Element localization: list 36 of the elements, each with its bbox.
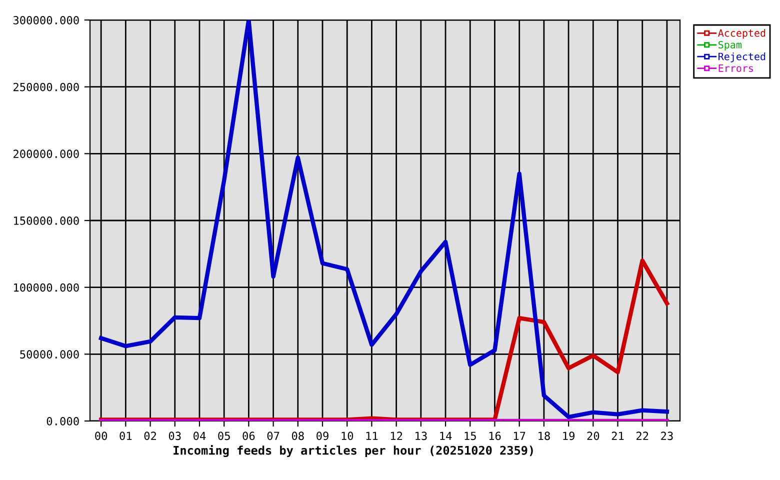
y-tick-label: 300000.000 bbox=[13, 16, 79, 24]
legend-label: Accepted bbox=[718, 29, 766, 39]
x-tick-label: 03 bbox=[168, 432, 181, 440]
x-tick-label: 16 bbox=[489, 432, 501, 440]
y-tick-label: 150000.000 bbox=[14, 216, 79, 225]
x-tick-label: 00 bbox=[95, 432, 108, 440]
x-tick-label: 08 bbox=[292, 432, 304, 440]
x-tick-label: 21 bbox=[612, 432, 624, 440]
legend-label: Spam bbox=[718, 40, 742, 50]
x-tick-label: 13 bbox=[416, 432, 427, 440]
x-tick-label: 11 bbox=[366, 432, 378, 440]
legend-label: Errors bbox=[718, 64, 753, 72]
x-tick-label: 22 bbox=[636, 432, 648, 440]
x-tick-label: 19 bbox=[563, 432, 574, 440]
y-tick-label: 200000.000 bbox=[14, 150, 79, 158]
x-tick-label: 20 bbox=[587, 432, 600, 440]
x-tick-label: 23 bbox=[661, 432, 673, 440]
y-tick-label: 250000.000 bbox=[14, 82, 79, 92]
x-tick-label: 12 bbox=[390, 432, 402, 440]
x-tick-label: 07 bbox=[267, 432, 280, 440]
y-tick-label: 50000.000 bbox=[20, 350, 79, 359]
x-tick-label: 02 bbox=[144, 432, 156, 440]
y-tick-label: 100000.000 bbox=[14, 283, 79, 292]
x-tick-label: 06 bbox=[242, 432, 255, 440]
y-tick-label: 0.000 bbox=[46, 417, 79, 426]
legend-label: Rejected bbox=[718, 52, 766, 62]
x-tick-label: 10 bbox=[342, 432, 354, 440]
x-tick-label: 05 bbox=[218, 432, 230, 440]
x-tick-label: 15 bbox=[464, 432, 476, 440]
x-tick-label: 04 bbox=[194, 432, 206, 440]
x-axis-title: Incoming feeds by articles per hour (20251020 2359) bbox=[174, 445, 533, 458]
x-tick-label: 14 bbox=[440, 432, 452, 440]
x-tick-label: 17 bbox=[514, 432, 526, 440]
x-tick-label: 09 bbox=[316, 432, 328, 440]
x-tick-label: 01 bbox=[120, 432, 132, 440]
x-tick-label: 18 bbox=[538, 432, 550, 440]
